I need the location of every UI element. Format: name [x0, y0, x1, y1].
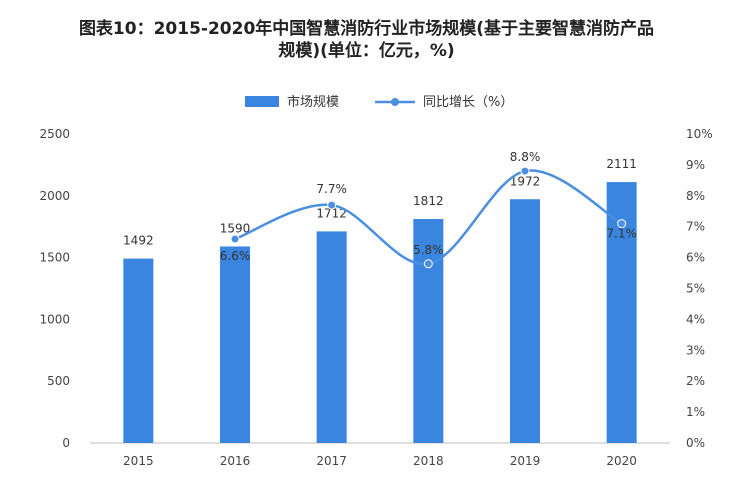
bar-2019 [510, 199, 540, 443]
growth-value-label: 8.8% [510, 150, 541, 164]
growth-value-label: 7.7% [316, 182, 347, 196]
x-tick-label: 2019 [510, 454, 541, 468]
bar-value-label: 2111 [606, 157, 637, 171]
right-axis-tick-label: 8% [686, 189, 705, 203]
x-tick-label: 2020 [606, 454, 637, 468]
right-axis-tick-label: 0% [686, 436, 705, 450]
left-axis-tick-label: 1500 [39, 251, 70, 265]
chart-title: 图表10：2015-2020年中国智慧消防行业市场规模(基于主要智慧消防产品 规… [0, 18, 733, 62]
growth-marker-2016 [230, 234, 240, 244]
right-axis-tick-label: 3% [686, 343, 705, 357]
x-tick-label: 2015 [123, 454, 154, 468]
legend-line-marker [391, 98, 399, 106]
growth-value-label: 5.8% [413, 243, 444, 257]
growth-value-label: 7.1% [606, 227, 637, 241]
right-axis-tick-label: 7% [686, 220, 705, 234]
right-axis-tick-label: 2% [686, 374, 705, 388]
bar-2015 [123, 258, 154, 443]
left-axis-tick-label: 1000 [39, 312, 70, 326]
bar-value-label: 1812 [413, 194, 444, 208]
bar-value-label: 1712 [316, 206, 347, 220]
growth-marker-2017 [327, 200, 337, 210]
right-axis-tick-label: 1% [686, 405, 705, 419]
growth-value-label: 6.6% [220, 249, 251, 263]
left-axis-tick-label: 500 [47, 374, 70, 388]
right-axis-tick-label: 6% [686, 251, 705, 265]
right-axis-tick-label: 4% [686, 312, 705, 326]
bar-value-label: 1492 [123, 234, 154, 248]
legend-line-label: 同比增长（%） [423, 95, 513, 110]
x-tick-label: 2018 [413, 454, 444, 468]
growth-marker-2019 [520, 166, 530, 176]
chart-title-line2: 规模)(单位：亿元，%) [278, 41, 455, 61]
x-tick-label: 2017 [316, 454, 347, 468]
legend-bar-swatch [245, 96, 279, 107]
bar-2016 [220, 246, 250, 443]
legend-bar-label: 市场规模 [287, 94, 339, 110]
bar-2017 [316, 231, 347, 443]
x-tick-label: 2016 [220, 454, 251, 468]
left-axis-tick-label: 0 [62, 436, 70, 450]
growth-marker-2018 [423, 259, 433, 269]
growth-marker-2020 [617, 219, 627, 229]
left-axis-tick-label: 2500 [39, 127, 70, 141]
right-axis-tick-label: 9% [686, 158, 705, 172]
right-axis-tick-label: 5% [686, 282, 705, 296]
bar-2018 [413, 219, 444, 443]
left-axis-tick-label: 2000 [39, 189, 70, 203]
right-axis-tick-label: 10% [686, 127, 713, 141]
bar-value-label: 1590 [220, 221, 251, 235]
bar-value-label: 1972 [510, 174, 541, 188]
chart-title-line1: 图表10：2015-2020年中国智慧消防行业市场规模(基于主要智慧消防产品 [78, 19, 655, 39]
